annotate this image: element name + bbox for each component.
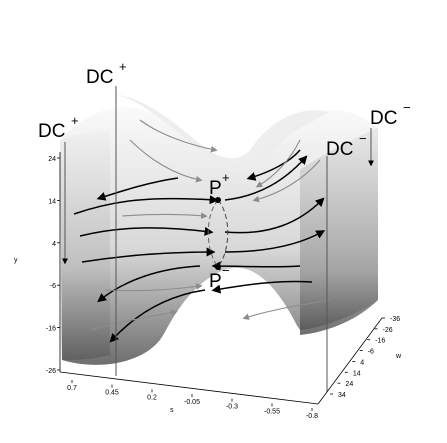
p-plus-label: P +	[209, 170, 230, 199]
s-axis-tick-label: -0.55	[264, 408, 280, 415]
y-axis: 24 14 4 -6 -16 -26 y	[14, 152, 61, 375]
svg-text:DC: DC	[326, 139, 353, 160]
w-axis-tick-label: 34	[338, 392, 346, 399]
flow-line-dark	[224, 155, 308, 201]
s-axis-tick-label: -0.05	[184, 399, 200, 406]
dc-minus-upper-label: DC −	[370, 100, 411, 129]
dc-plus-upper-label: DC +	[86, 59, 127, 88]
w-axis-name: w	[395, 353, 402, 360]
s-axis-tick-label: 0.7	[67, 385, 77, 392]
svg-text:−: −	[403, 100, 411, 115]
flow-line-light	[121, 212, 208, 219]
w-axis-tick-label: -26	[383, 327, 393, 334]
w-axis-tick-label: -6	[368, 349, 374, 356]
flow-line-light	[255, 139, 301, 188]
s-axis: 0.7 0.45 0.2 -0.05 -0.3 -0.55 -0.8 s	[59, 371, 318, 420]
flow-line-dark	[73, 195, 219, 215]
svg-text:P: P	[209, 271, 222, 292]
svg-text:+: +	[119, 59, 127, 74]
svg-text:DC: DC	[38, 121, 65, 142]
flow-line-light	[242, 299, 331, 320]
flow-line-dark	[211, 261, 301, 271]
flow-line-dark	[224, 197, 325, 234]
fixed-points	[215, 197, 221, 270]
y-axis-tick-label: -26	[46, 368, 56, 375]
dc-minus-right-label: DC −	[326, 131, 367, 160]
flow-line-light	[139, 119, 218, 153]
flow-line-dark	[81, 247, 216, 263]
svg-text:−: −	[222, 263, 230, 278]
flow-line-dark	[109, 289, 206, 343]
flow-line-dark	[211, 280, 313, 294]
y-axis-tick-label: -6	[50, 283, 56, 290]
y-axis-tick-label: 14	[48, 198, 56, 205]
s-axis-name: s	[170, 407, 174, 414]
svg-text:+: +	[222, 170, 230, 185]
p-minus-label: P −	[209, 263, 230, 292]
flow-line-dark	[96, 177, 179, 201]
svg-text:−: −	[359, 131, 367, 146]
saddle-surface	[60, 94, 378, 365]
y-axis-tick-label: 24	[48, 156, 56, 163]
s-axis-tick-label: -0.8	[306, 413, 318, 420]
w-axis-tick-label: 24	[345, 381, 353, 388]
surface-left-wall	[60, 130, 110, 360]
s-axis-tick-label: 0.2	[147, 394, 157, 401]
flow-line-light	[89, 309, 178, 331]
svg-text:DC: DC	[370, 108, 397, 129]
flow-line-dark	[246, 149, 301, 181]
p-plus-point	[215, 197, 221, 203]
surface-right-wall	[300, 128, 378, 335]
flow-line-light	[252, 159, 321, 203]
p-minus-point	[215, 264, 221, 270]
w-axis-tick-label: 14	[353, 370, 361, 377]
flow-line-dark	[97, 265, 201, 303]
flow-line-light	[104, 283, 203, 292]
s-axis-tick-label: 0.45	[105, 390, 119, 397]
flow-line-dark	[224, 230, 326, 253]
surface-lower-opening	[160, 267, 300, 352]
dc-lines	[62, 86, 374, 392]
w-axis-tick-label: -36	[390, 316, 400, 323]
flow-line-dark	[79, 226, 214, 237]
svg-text:+: +	[71, 113, 79, 128]
y-axis-name: y	[14, 257, 18, 264]
surface-back-sheet	[60, 106, 378, 365]
flow-line-light	[129, 139, 203, 183]
surface-upper-lip	[112, 94, 330, 173]
y-axis-tick-label: -16	[46, 326, 56, 333]
flow-lines	[73, 119, 331, 343]
svg-text:P: P	[209, 178, 222, 199]
w-axis-tick-label: -16	[375, 338, 385, 345]
w-axis-tick-label: 4	[360, 359, 364, 366]
svg-text:DC: DC	[86, 67, 113, 88]
dc-plus-left-label: DC +	[38, 113, 79, 142]
s-axis-tick-label: -0.3	[226, 404, 238, 411]
y-axis-tick-label: 4	[52, 241, 56, 248]
periodic-orbit	[207, 199, 229, 268]
